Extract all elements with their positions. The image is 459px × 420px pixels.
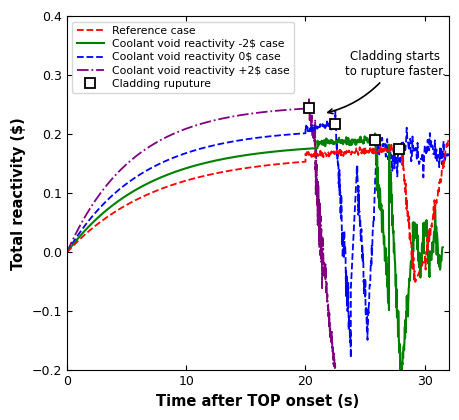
Text: Cladding starts
to rupture faster.: Cladding starts to rupture faster. bbox=[327, 50, 444, 114]
X-axis label: Time after TOP onset (s): Time after TOP onset (s) bbox=[156, 394, 358, 409]
Y-axis label: Total reactivity ($): Total reactivity ($) bbox=[11, 117, 26, 270]
Legend: Reference case, Coolant void reactivity -2$ case, Coolant void reactivity 0$ cas: Reference case, Coolant void reactivity … bbox=[72, 21, 294, 93]
